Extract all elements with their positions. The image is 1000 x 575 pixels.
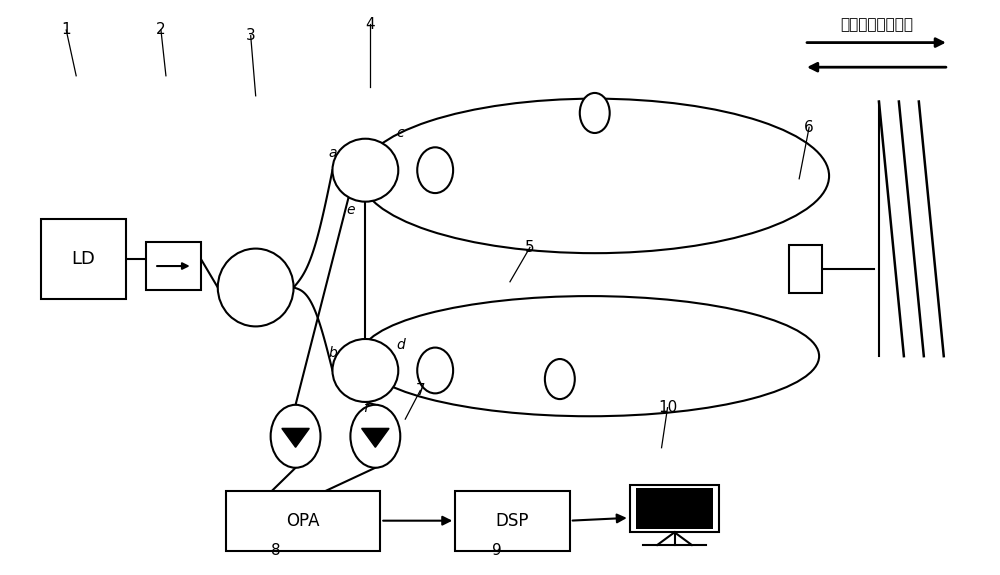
Text: 7: 7 [415, 383, 425, 398]
Bar [630, 485, 719, 532]
Bar [789, 244, 822, 293]
Ellipse shape [350, 405, 400, 467]
Text: LD: LD [72, 250, 96, 268]
Text: 10: 10 [658, 400, 677, 415]
Text: 6: 6 [804, 120, 814, 135]
Ellipse shape [332, 339, 398, 402]
Text: 2: 2 [156, 22, 166, 37]
Bar [455, 490, 570, 551]
Ellipse shape [417, 147, 453, 193]
Text: 9: 9 [492, 543, 502, 558]
Bar [146, 242, 201, 290]
Bar [636, 488, 713, 529]
Text: 5: 5 [525, 240, 535, 255]
Bar [41, 219, 126, 299]
Text: e: e [346, 203, 355, 217]
Ellipse shape [271, 405, 320, 467]
Ellipse shape [580, 93, 610, 133]
Text: a: a [328, 146, 337, 160]
Text: d: d [396, 338, 405, 352]
Ellipse shape [332, 139, 398, 202]
Bar [226, 490, 380, 551]
Ellipse shape [218, 248, 294, 327]
Text: c: c [396, 126, 404, 140]
Polygon shape [362, 428, 389, 447]
Ellipse shape [417, 347, 453, 393]
Ellipse shape [545, 359, 575, 399]
Text: f: f [363, 401, 368, 415]
Text: OPA: OPA [286, 512, 320, 530]
Text: 1: 1 [61, 22, 71, 37]
Text: DSP: DSP [496, 512, 529, 530]
Text: 3: 3 [246, 28, 256, 43]
Text: 8: 8 [271, 543, 280, 558]
Polygon shape [282, 428, 309, 447]
Text: 被测物体移动方向: 被测物体移动方向 [840, 17, 913, 32]
Text: b: b [328, 346, 337, 361]
Text: 4: 4 [366, 17, 375, 32]
